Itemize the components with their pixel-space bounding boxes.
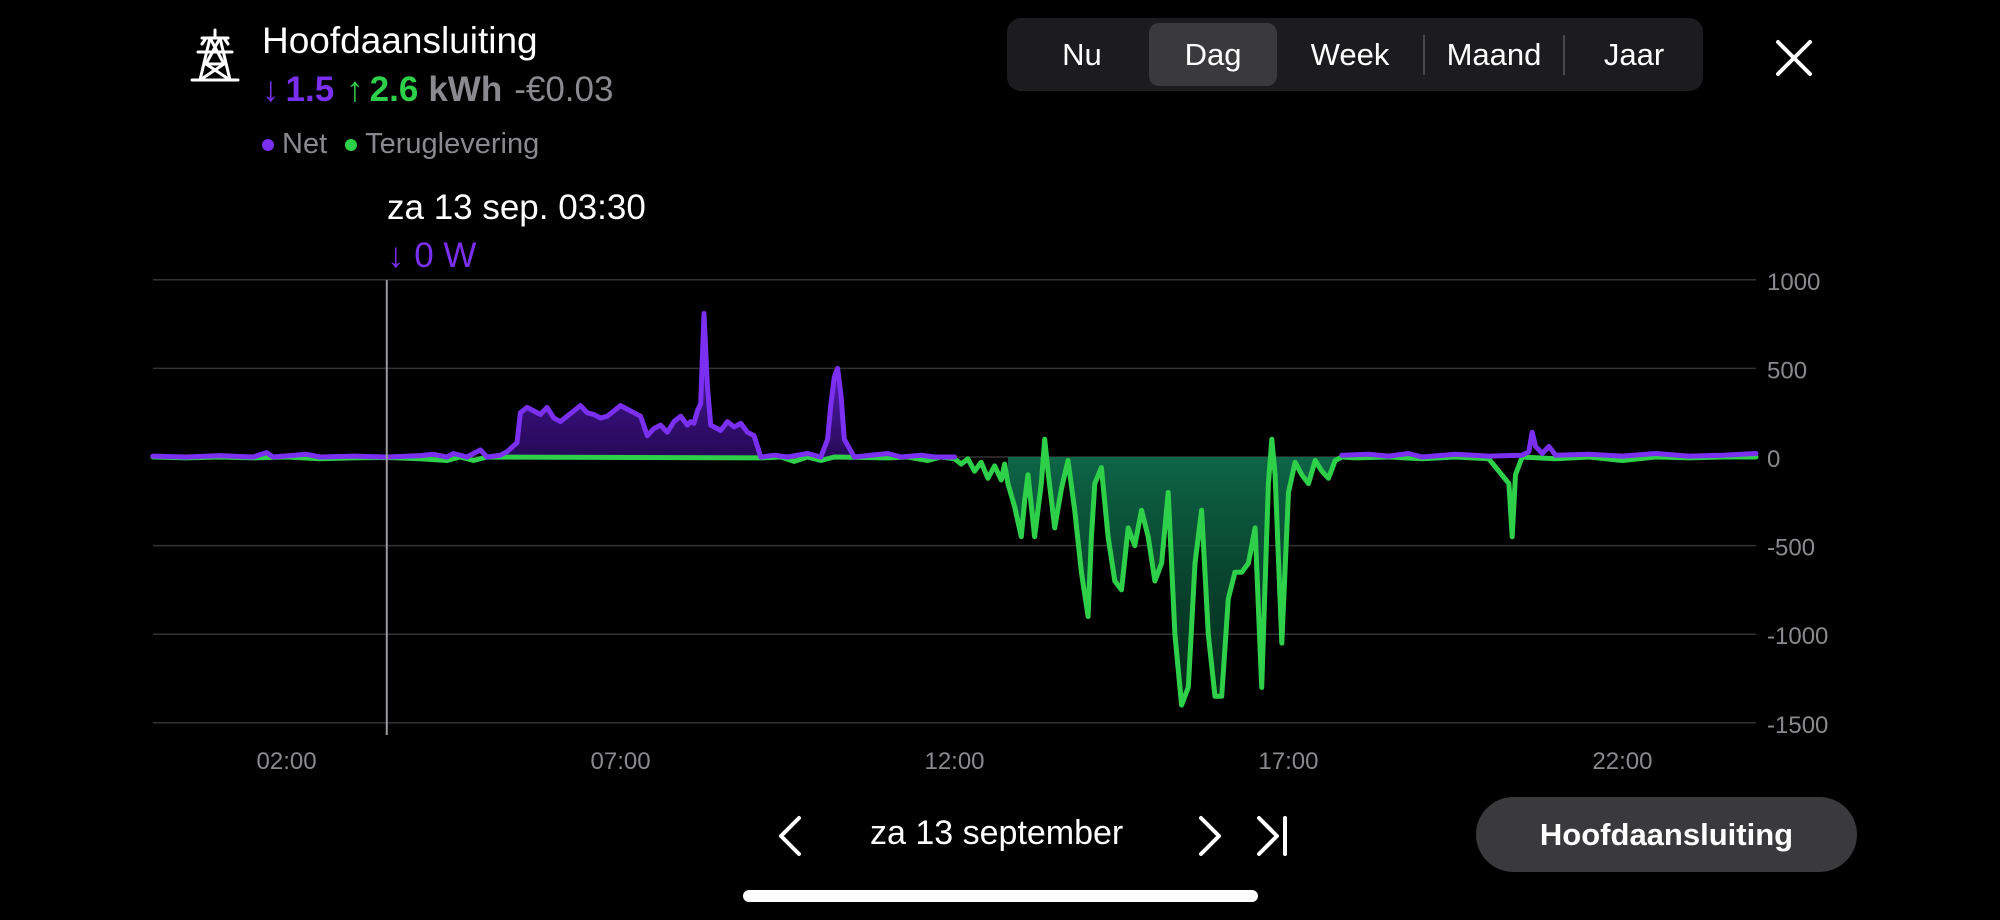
arrow-down-icon: ↓	[262, 70, 280, 109]
x-tick-label: 12:00	[924, 748, 984, 775]
legend-label-net: Net	[282, 128, 328, 160]
energy-chart: 1000 500 0 -500 -1000 -1500 02:00 07:00 12:00 17…	[150, 269, 1828, 775]
grid-line	[150, 311, 957, 460]
current-date-label: za 13 september	[870, 814, 1124, 852]
legend-item-net: Net	[262, 128, 327, 161]
x-tick-label: 02:00	[257, 748, 317, 775]
tab-divider	[1423, 34, 1425, 75]
return-area	[1007, 457, 1342, 706]
y-tick-label: 0	[1767, 446, 1780, 473]
legend-item-teruglevering: Teruglevering	[345, 128, 539, 161]
tooltip-watts: 0 W	[414, 236, 477, 275]
y-tick-label: 500	[1767, 357, 1807, 384]
device-select-button[interactable]: Hoofdaansluiting	[1476, 797, 1857, 872]
y-tick-label: 1000	[1767, 269, 1820, 296]
cost-value: -€0.03	[514, 70, 614, 109]
tab-maand[interactable]: Maand	[1446, 36, 1542, 72]
x-tick-label: 22:00	[1592, 748, 1652, 775]
y-tick-label: -1000	[1767, 623, 1828, 650]
tooltip-date: za 13 sep. 03:30	[387, 188, 646, 227]
tab-dag[interactable]: Dag	[1149, 23, 1277, 86]
grid-line	[1339, 429, 1759, 460]
return-line	[150, 436, 1759, 708]
x-tick-label: 07:00	[591, 748, 651, 775]
page-title: Hoofdaansluiting	[262, 20, 538, 61]
tooltip-value: ↓ 0 W	[387, 236, 476, 276]
close-icon[interactable]	[1772, 36, 1816, 80]
tab-nu[interactable]: Nu	[1062, 36, 1102, 72]
grid-kwh-value: 1.5	[285, 70, 335, 109]
y-tick-label: -1500	[1767, 712, 1828, 739]
y-tick-label: -500	[1767, 535, 1815, 562]
home-indicator[interactable]	[743, 890, 1258, 902]
chevron-left-icon[interactable]	[775, 814, 805, 858]
tab-divider	[1563, 34, 1565, 75]
chart-legend: Net Teruglevering	[262, 128, 557, 161]
grid-area	[507, 313, 761, 457]
grid-area	[820, 368, 855, 457]
chevron-right-icon[interactable]	[1195, 814, 1225, 858]
kwh-unit: kWh	[428, 70, 503, 109]
energy-summary: ↓ 1.5 ↑ 2.6 kWh -€0.03	[262, 70, 613, 110]
tab-jaar[interactable]: Jaar	[1603, 36, 1665, 72]
legend-dot-net	[262, 138, 274, 151]
arrow-up-icon: ↑	[346, 70, 364, 109]
skip-to-end-icon[interactable]	[1255, 814, 1291, 858]
return-kwh-value: 2.6	[369, 70, 419, 109]
period-selector: Nu Dag Week Maand Jaar	[1007, 18, 1703, 91]
power-pylon-icon	[190, 28, 240, 82]
legend-label-teruglevering: Teruglevering	[365, 128, 540, 160]
x-tick-label: 17:00	[1258, 748, 1318, 775]
legend-dot-teruglevering	[345, 138, 358, 151]
tab-week[interactable]: Week	[1310, 36, 1390, 72]
arrow-down-icon: ↓	[387, 236, 415, 275]
